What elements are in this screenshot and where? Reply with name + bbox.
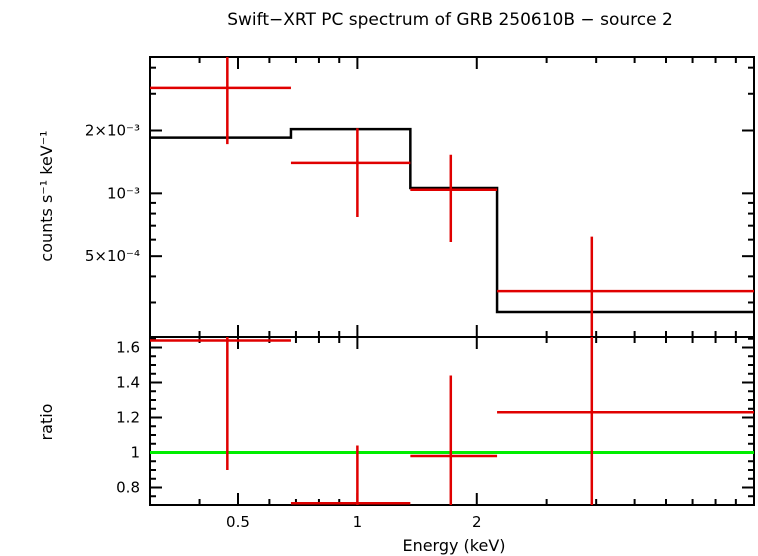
y-tick-label: 1.4 — [116, 374, 140, 392]
y-tick-label: 1.6 — [116, 339, 140, 357]
model-step-line — [150, 127, 754, 314]
y-tick-label: 5×10⁻⁴ — [85, 247, 140, 265]
x-axis-label: Energy (keV) — [402, 536, 505, 555]
y-tick-label: 0.8 — [116, 479, 140, 497]
ratio-panel: 0.5 1 2 0.8 1 1.2 1.4 1.6 — [116, 336, 755, 531]
x-tick-label: 2 — [472, 513, 482, 531]
spectrum-panel: 2×10⁻³ 10⁻³ 5×10⁻⁴ — [85, 56, 755, 338]
ratio-data-point — [497, 337, 754, 505]
ratio-data-point — [410, 375, 498, 505]
y-tick-label: 10⁻³ — [107, 184, 140, 202]
y-tick-label: 1.2 — [116, 409, 140, 427]
y-tick-label: 1 — [130, 444, 140, 462]
spectrum-data-point — [410, 154, 498, 242]
ratio-data-point — [290, 445, 411, 505]
spectrum-data-point — [497, 236, 754, 337]
bottom-y-axis-label: ratio — [37, 404, 56, 441]
ratio-data-point — [150, 337, 291, 470]
top-y-axis-label: counts s⁻¹ keV⁻¹ — [37, 130, 56, 261]
spectrum-data-point — [150, 57, 291, 145]
chart-title: Swift−XRT PC spectrum of GRB 250610B − s… — [227, 10, 673, 30]
y-tick-label: 2×10⁻³ — [85, 122, 140, 140]
x-tick-label: 1 — [353, 513, 363, 531]
spectrum-data-point — [290, 128, 411, 218]
x-tick-label: 0.5 — [226, 513, 250, 531]
